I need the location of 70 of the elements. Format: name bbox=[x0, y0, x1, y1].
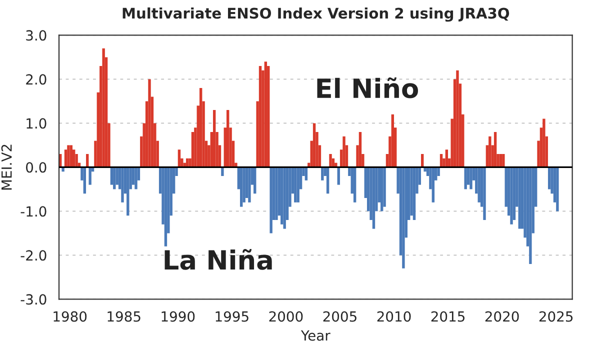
bar bbox=[488, 136, 492, 168]
bar bbox=[164, 167, 168, 246]
bar bbox=[226, 110, 230, 168]
y-tick-label: -3.0 bbox=[20, 294, 46, 305]
y-tick-label: 0.0 bbox=[26, 162, 46, 173]
x-tick-label: 2015 bbox=[431, 311, 464, 322]
bar bbox=[383, 167, 386, 207]
bar bbox=[296, 167, 300, 202]
bar bbox=[88, 167, 92, 185]
x-tick-label: 2020 bbox=[485, 311, 519, 322]
bar bbox=[510, 167, 513, 224]
bar bbox=[380, 167, 384, 212]
x-tick-label: 2000 bbox=[269, 311, 303, 322]
bar bbox=[102, 48, 105, 168]
bar bbox=[321, 167, 324, 180]
x-tick-label: 2025 bbox=[539, 311, 573, 322]
bar bbox=[470, 167, 472, 190]
bar bbox=[70, 145, 73, 168]
bar bbox=[126, 167, 130, 216]
y-tick-label: 2.0 bbox=[26, 74, 46, 85]
bar bbox=[116, 167, 118, 185]
x-tick-label: 1990 bbox=[162, 311, 195, 322]
bar bbox=[432, 167, 435, 202]
bar bbox=[494, 132, 497, 168]
bar bbox=[212, 110, 216, 168]
chart-title: Multivariate ENSO Index Version 2 using JRA3Q bbox=[122, 7, 510, 22]
x-tick-label: 1980 bbox=[54, 311, 87, 322]
bar bbox=[342, 136, 346, 168]
bar bbox=[199, 88, 202, 168]
bar bbox=[358, 132, 362, 168]
bar bbox=[502, 154, 505, 168]
bar bbox=[270, 167, 272, 234]
y-tick-label: -2.0 bbox=[20, 250, 46, 261]
annotation: El Niño bbox=[317, 77, 418, 98]
bar bbox=[248, 167, 251, 202]
bar bbox=[402, 167, 405, 268]
bar bbox=[67, 145, 70, 168]
bar bbox=[264, 62, 268, 168]
bar bbox=[483, 167, 486, 220]
y-axis-title: MEI.V2 bbox=[1, 144, 12, 190]
y-tick-label: -1.0 bbox=[20, 206, 46, 217]
bar bbox=[148, 79, 151, 168]
bar bbox=[240, 167, 243, 207]
bar bbox=[283, 167, 286, 229]
bar bbox=[312, 123, 316, 168]
bar bbox=[529, 167, 532, 264]
bar bbox=[275, 167, 278, 220]
bar bbox=[391, 114, 394, 168]
bar bbox=[542, 118, 546, 168]
x-tick-label: 2010 bbox=[377, 311, 411, 322]
bar bbox=[134, 167, 138, 190]
annotation: La Niña bbox=[164, 248, 272, 270]
bar bbox=[556, 167, 559, 212]
x-tick-label: 1985 bbox=[108, 311, 140, 322]
bar bbox=[329, 154, 332, 168]
bar bbox=[294, 167, 297, 202]
bar bbox=[464, 167, 467, 190]
bar bbox=[412, 167, 416, 220]
bar bbox=[121, 167, 124, 202]
bar bbox=[372, 167, 376, 229]
x-tick-label: 2005 bbox=[323, 311, 356, 322]
bar bbox=[258, 66, 262, 168]
y-tick-label: 3.0 bbox=[26, 30, 46, 41]
bar bbox=[456, 70, 459, 168]
y-tick-label: 1.0 bbox=[26, 118, 46, 129]
bar bbox=[518, 167, 521, 229]
bar bbox=[410, 167, 413, 216]
bar bbox=[353, 167, 356, 202]
x-axis-title: Year bbox=[300, 330, 330, 341]
x-tick-label: 1995 bbox=[216, 311, 248, 322]
